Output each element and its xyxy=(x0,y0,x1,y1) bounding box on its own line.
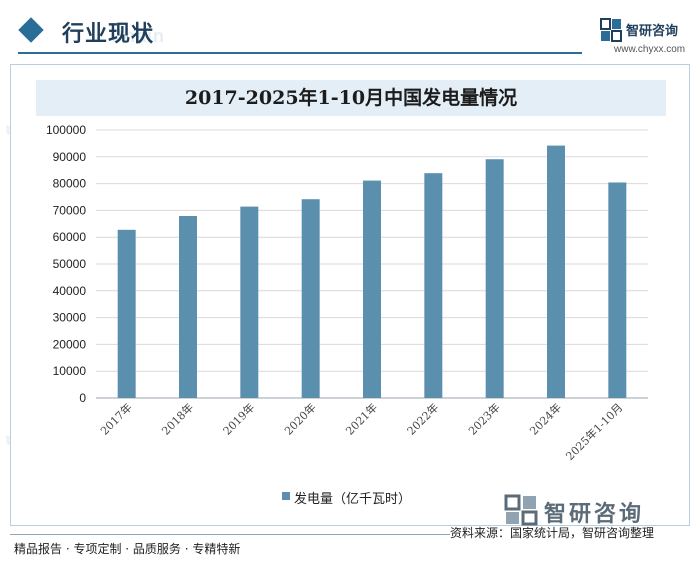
footer-slogan: 精品报告 · 专项定制 · 品质服务 · 专精特新 xyxy=(14,542,241,556)
y-tick-label: 10000 xyxy=(53,364,87,378)
bar xyxy=(485,159,504,398)
x-tick-label: 2023年 xyxy=(465,400,502,437)
y-tick-label: 0 xyxy=(79,391,86,405)
y-tick-label: 40000 xyxy=(53,284,87,298)
brand-logo-icon xyxy=(600,18,622,42)
x-tick-label: 2018年 xyxy=(159,400,196,437)
page-header: Chain 行业现状 智研咨询 www.chyxx.com xyxy=(0,0,700,60)
brand-block[interactable]: 智研咨询 www.chyxx.com xyxy=(600,18,692,58)
footer-divider xyxy=(10,534,450,535)
y-axis-ticks: 0 10000 20000 30000 40000 50000 60000 70000 8000… xyxy=(46,123,86,405)
bar xyxy=(424,173,443,398)
x-tick-label: 2019年 xyxy=(220,400,257,437)
x-axis-ticks: 2017年 2018年 2019年 2020年 2021年 2022年 2023年 2024年… xyxy=(97,400,625,463)
legend-swatch xyxy=(282,492,290,500)
header-background-text: Chain xyxy=(110,26,166,46)
legend-label: 发电量（亿千瓦时） xyxy=(294,492,412,507)
y-tick-label: 80000 xyxy=(53,177,87,191)
source-logo-icon xyxy=(504,494,538,526)
bar xyxy=(117,229,136,398)
x-tick-label: 2024年 xyxy=(527,400,564,437)
y-tick-label: 50000 xyxy=(53,257,87,271)
bar xyxy=(363,180,381,398)
chart-title-band xyxy=(36,80,666,116)
bar xyxy=(179,215,197,398)
section-title: 行业现状 xyxy=(62,22,155,47)
bar xyxy=(301,199,320,398)
bar xyxy=(547,145,565,398)
y-tick-label: 20000 xyxy=(53,337,87,351)
x-tick-label: 2025年1-10月 xyxy=(563,400,626,463)
x-tick-label: 2017年 xyxy=(97,400,134,437)
bars xyxy=(117,145,627,398)
brand-url[interactable]: www.chyxx.com xyxy=(614,44,686,55)
bar xyxy=(240,206,259,398)
y-tick-label: 100000 xyxy=(46,123,86,137)
header-divider xyxy=(18,52,582,54)
x-tick-label: 2021年 xyxy=(343,400,380,437)
y-tick-label: 90000 xyxy=(53,150,87,164)
chart-title: 2017-2025年1-10月中国发电量情况 xyxy=(184,87,518,109)
y-tick-label: 70000 xyxy=(53,203,87,217)
bar xyxy=(608,182,627,398)
source-note: 资料来源：国家统计局，智研咨询整理 xyxy=(450,526,655,540)
y-tick-label: 60000 xyxy=(53,230,87,244)
x-tick-label: 2022年 xyxy=(404,400,441,437)
source-brand: 智研咨询 xyxy=(544,502,645,527)
y-tick-label: 30000 xyxy=(53,311,87,325)
brand-name: 智研咨询 xyxy=(626,24,679,39)
x-tick-label: 2020年 xyxy=(281,400,318,437)
